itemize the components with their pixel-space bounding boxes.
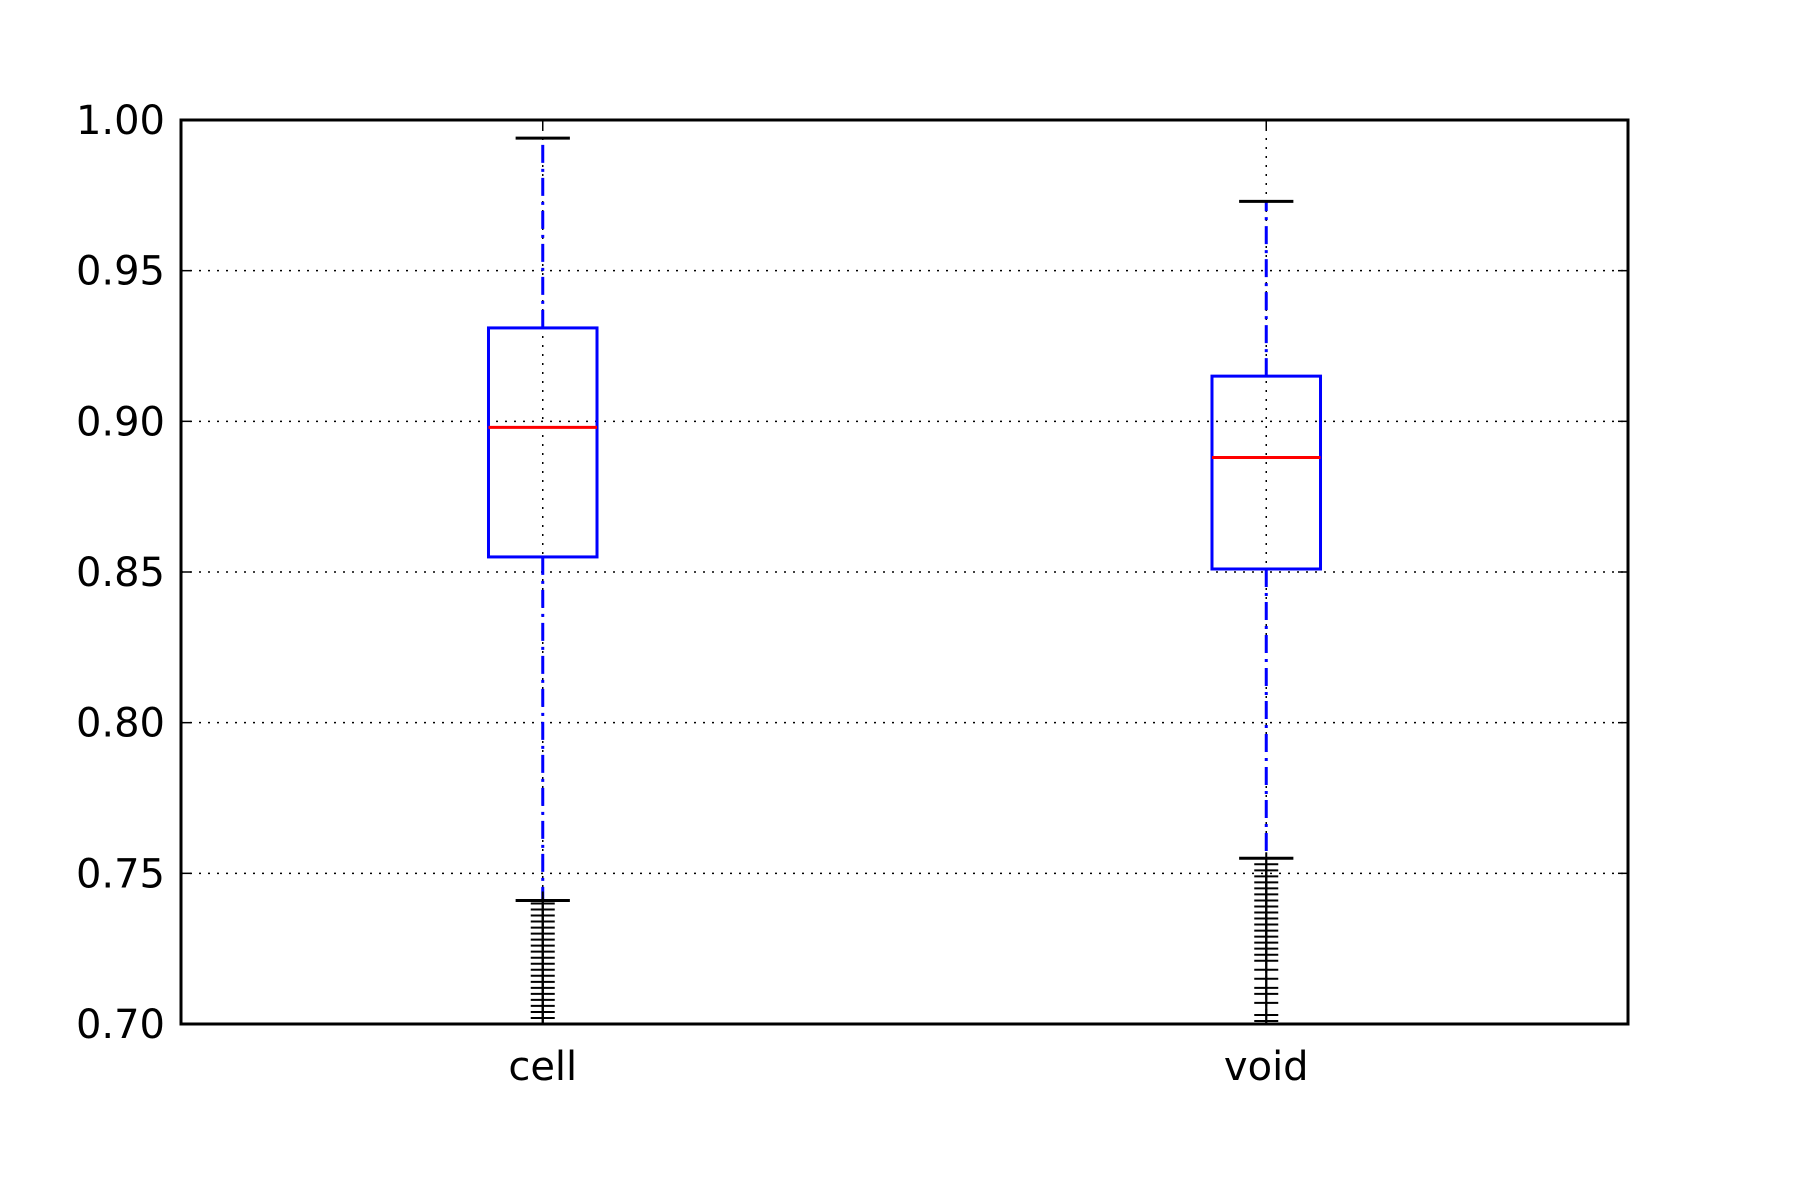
y-tick-label: 0.85 bbox=[76, 550, 165, 596]
box-group-void bbox=[1210, 199, 1323, 1024]
y-tick-label: 1.00 bbox=[76, 98, 165, 144]
y-tick-label: 0.75 bbox=[76, 851, 165, 897]
x-tick-label-cell: cell bbox=[508, 1044, 577, 1090]
y-tick-label: 0.90 bbox=[76, 399, 165, 445]
iqr-box bbox=[486, 326, 599, 559]
iqr-box bbox=[1210, 374, 1323, 571]
y-tick-label: 0.70 bbox=[76, 1002, 165, 1048]
x-tick-label-void: void bbox=[1224, 1044, 1309, 1090]
y-tick-label: 0.95 bbox=[76, 249, 165, 295]
tick-labels: 0.70 0.75 0.80 0.85 0.90 0.95 1.00 cell void bbox=[76, 98, 1309, 1090]
box-group-cell bbox=[486, 136, 599, 1025]
y-tick-label: 0.80 bbox=[76, 701, 165, 747]
tick-marks bbox=[181, 119, 1628, 1025]
boxes bbox=[486, 136, 1323, 1025]
